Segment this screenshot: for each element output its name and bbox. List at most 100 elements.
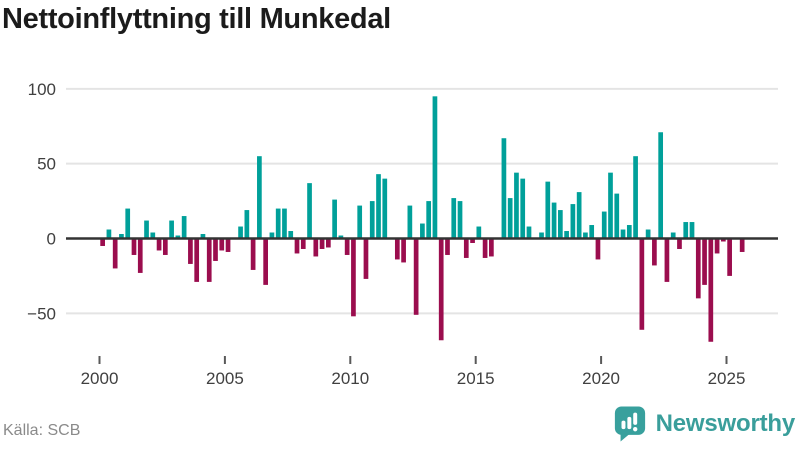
bar bbox=[526, 226, 532, 239]
bar bbox=[463, 238, 469, 258]
bar bbox=[558, 210, 563, 239]
bar bbox=[181, 216, 187, 239]
bar bbox=[119, 234, 124, 239]
bar bbox=[482, 238, 488, 258]
x-tick-label: 2010 bbox=[331, 369, 369, 388]
bar bbox=[689, 222, 695, 239]
bar bbox=[564, 231, 569, 239]
bar bbox=[658, 132, 664, 239]
bar bbox=[162, 238, 168, 255]
x-tick-label: 2015 bbox=[457, 369, 495, 388]
bar bbox=[470, 238, 475, 243]
bar bbox=[338, 235, 344, 239]
bar bbox=[457, 201, 463, 239]
bar bbox=[150, 232, 156, 239]
bar bbox=[570, 204, 576, 239]
bar bbox=[307, 183, 312, 239]
bar bbox=[420, 223, 425, 239]
bar bbox=[664, 238, 670, 282]
bar bbox=[112, 238, 118, 269]
bar bbox=[175, 235, 181, 239]
bar bbox=[476, 226, 482, 239]
bar bbox=[319, 238, 325, 249]
bar bbox=[144, 220, 149, 239]
bar bbox=[652, 238, 657, 266]
bar bbox=[589, 225, 595, 239]
bar bbox=[363, 238, 369, 279]
bar bbox=[219, 238, 225, 251]
bar bbox=[438, 238, 444, 341]
bar bbox=[727, 238, 732, 276]
y-tick-label: 100 bbox=[28, 80, 56, 99]
bar bbox=[257, 156, 262, 239]
bar bbox=[695, 238, 701, 299]
bar bbox=[601, 211, 607, 239]
bar bbox=[520, 178, 526, 239]
bar bbox=[614, 193, 620, 239]
source-label: Källa: SCB bbox=[3, 422, 81, 439]
bar bbox=[244, 210, 250, 239]
bar bbox=[714, 238, 720, 254]
newsworthy-bubble-chart-icon bbox=[614, 406, 645, 442]
bar bbox=[313, 238, 319, 257]
bar bbox=[294, 238, 300, 254]
page-title: Nettoinflyttning till Munkedal bbox=[2, 3, 391, 35]
bar bbox=[489, 238, 494, 257]
brand-wordmark: Newsworthy bbox=[655, 409, 796, 437]
bar bbox=[633, 156, 638, 239]
y-tick-label: 50 bbox=[37, 155, 56, 174]
bar bbox=[708, 238, 714, 342]
bar bbox=[225, 238, 231, 252]
x-tick-label: 2020 bbox=[582, 369, 620, 388]
bar bbox=[407, 205, 413, 239]
bar bbox=[426, 201, 432, 239]
bar bbox=[238, 226, 243, 239]
bar bbox=[275, 208, 281, 239]
bar bbox=[250, 238, 256, 270]
bar bbox=[137, 238, 143, 273]
y-tick-label: −50 bbox=[27, 304, 56, 323]
bar bbox=[351, 238, 356, 317]
bar bbox=[332, 199, 337, 239]
bar bbox=[551, 202, 557, 239]
bar bbox=[401, 238, 406, 263]
bar bbox=[608, 172, 613, 239]
bar bbox=[200, 234, 206, 239]
bar bbox=[125, 208, 131, 239]
bar bbox=[156, 238, 162, 251]
bar bbox=[451, 198, 457, 239]
bar bbox=[620, 229, 626, 239]
brand-logo: Newsworthy bbox=[613, 404, 795, 443]
bar bbox=[702, 238, 707, 285]
bar bbox=[326, 238, 331, 248]
bar bbox=[188, 238, 193, 264]
bar bbox=[106, 229, 112, 239]
bar bbox=[288, 231, 294, 239]
bar bbox=[507, 198, 513, 239]
bar bbox=[576, 192, 582, 239]
bar bbox=[263, 238, 268, 285]
bar bbox=[131, 238, 137, 255]
bar bbox=[639, 238, 645, 330]
bar bbox=[539, 232, 544, 239]
x-tick-label: 2000 bbox=[81, 369, 119, 388]
bar bbox=[432, 96, 438, 239]
bar bbox=[677, 238, 682, 249]
bar bbox=[282, 208, 287, 239]
bar bbox=[300, 238, 306, 249]
bar bbox=[645, 229, 651, 239]
bar bbox=[394, 238, 400, 260]
bar bbox=[583, 232, 588, 239]
bar bbox=[382, 178, 388, 239]
bar bbox=[169, 220, 174, 239]
bar bbox=[100, 238, 105, 246]
bar bbox=[357, 205, 363, 239]
bar bbox=[545, 181, 551, 239]
bar bbox=[206, 238, 212, 282]
bar bbox=[626, 225, 632, 239]
bar bbox=[344, 238, 350, 255]
bar bbox=[683, 222, 689, 239]
bar bbox=[369, 201, 375, 239]
bar bbox=[376, 174, 381, 239]
